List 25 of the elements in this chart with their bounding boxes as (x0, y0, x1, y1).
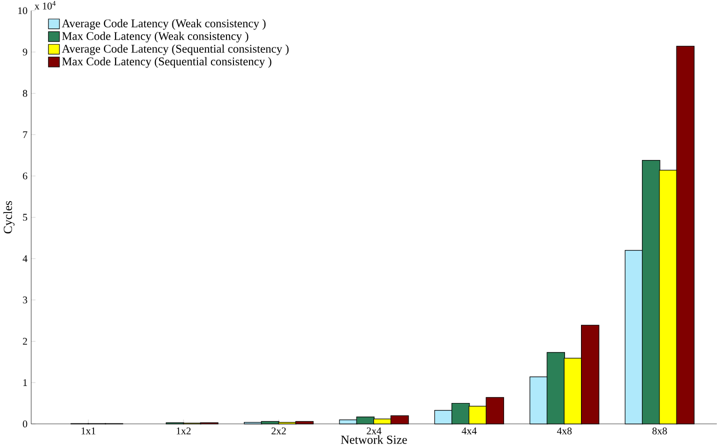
x-tick-label: 4x8 (557, 427, 572, 434)
y-axis-title: Cycles (3, 201, 14, 234)
y-tick-label: 10 (18, 7, 28, 14)
y-tick-label: 1 (23, 379, 27, 386)
y-tick-label: 9 (22, 48, 28, 56)
y-tick-label: 4 (22, 255, 28, 262)
text: x 10$^{4}$ (34, 0, 56, 10)
y-tick-label: 7 (23, 131, 28, 138)
x-tick-label: 4x4 (462, 427, 477, 434)
y-tick-label: 3 (22, 296, 28, 304)
y-tick-label: 2 (22, 338, 28, 345)
legend-label: Average Code Latency (Weak consistency ) (62, 18, 266, 30)
y-tick-label: 8 (22, 90, 28, 97)
x-tick-label: 1x2 (176, 427, 191, 434)
x-tick-label: 2x4 (366, 427, 382, 434)
x-tick-label: 8x8 (652, 427, 667, 434)
legend-label: Max Code Latency (Sequential consistency ) (62, 57, 272, 68)
y-tick-label: 5 (23, 214, 28, 221)
x-tick-label: 2x2 (272, 427, 286, 434)
x-axis-title: Network Size (340, 435, 407, 444)
y-tick-label: 0 (22, 420, 28, 428)
legend-label: Average Code Latency (Sequential consistency ) (62, 44, 289, 55)
x-tick-label: 1x1 (82, 427, 96, 434)
legend-label: Max Code Latency (Weak consistency ) (62, 32, 248, 42)
y-tick-label: 6 (22, 172, 28, 180)
